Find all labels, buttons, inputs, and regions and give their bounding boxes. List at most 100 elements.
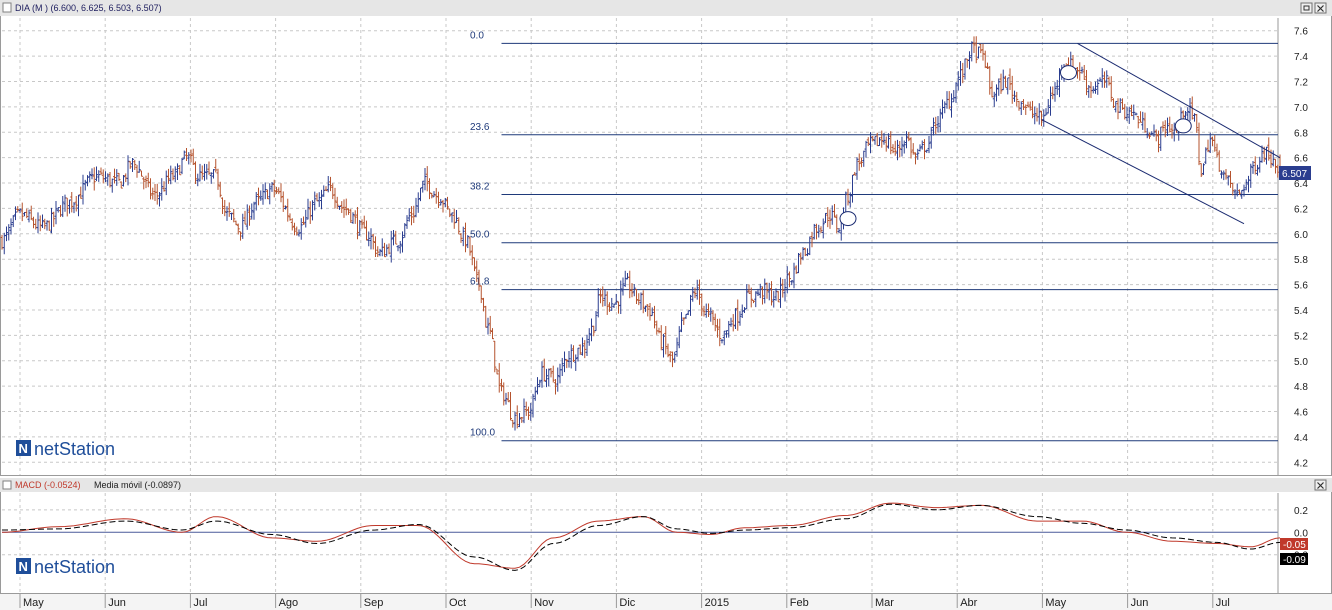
ohlc-bar (119, 181, 123, 189)
ohlc-bar (493, 340, 497, 373)
price-y-tick: 7.2 (1294, 77, 1308, 88)
month-label: Oct (449, 597, 466, 609)
ohlc-bar (97, 170, 101, 182)
ohlc-bar (988, 66, 992, 95)
ohlc-bar (900, 136, 904, 157)
ohlc-bar (677, 326, 681, 349)
ohlc-bar (536, 377, 539, 395)
ohlc-bar (1010, 75, 1014, 104)
ohlc-bar (810, 231, 814, 248)
ohlc-bar (257, 187, 260, 206)
ohlc-bar (821, 218, 825, 239)
ohlc-bar (621, 277, 625, 296)
ohlc-bar (1231, 182, 1235, 196)
ohlc-bar (266, 189, 269, 200)
price-panel-title: DIA (M ) (6.600, 6.625, 6.503, 6.507) (15, 3, 162, 13)
ohlc-bar (180, 157, 184, 175)
ohlc-bar (362, 215, 366, 229)
ohlc-bar (1157, 130, 1160, 153)
ohlc-bar (140, 170, 143, 177)
ohlc-bar (214, 158, 218, 173)
ohlc-bar (639, 292, 643, 310)
ohlc-bar (1112, 98, 1115, 108)
ohlc-bar (990, 80, 994, 98)
ohlc-bar (1085, 69, 1088, 96)
ohlc-bar (1127, 106, 1131, 124)
ohlc-bar (882, 133, 886, 145)
marker-ellipse (839, 211, 857, 227)
ohlc-bar (749, 287, 753, 308)
restore-icon[interactable] (1300, 2, 1313, 14)
ohlc-bar (473, 257, 476, 272)
ohlc-bar (927, 136, 931, 154)
ohlc-bar (83, 179, 87, 191)
ohlc-bar (1260, 145, 1264, 163)
macd-panel-title: MACD (-0.0524) (15, 480, 81, 490)
price-y-tick: 6.4 (1294, 179, 1308, 190)
macd-menu-icon[interactable] (2, 480, 12, 490)
ohlc-bar (72, 202, 76, 214)
ohlc-bar (68, 199, 71, 214)
ohlc-bar (133, 159, 137, 170)
ohlc-bar (542, 358, 546, 382)
ohlc-bar (52, 211, 56, 227)
ohlc-bar (871, 136, 875, 142)
ohlc-bar (452, 208, 456, 229)
ohlc-bar (369, 228, 373, 250)
ohlc-bar (430, 192, 434, 199)
ohlc-bar (1238, 189, 1241, 195)
ohlc-bar (961, 62, 965, 84)
ohlc-bar (1150, 131, 1154, 136)
ohlc-bar (374, 236, 377, 258)
panel-menu-icon[interactable] (2, 2, 12, 13)
ohlc-bar (290, 218, 294, 231)
ohlc-bar (560, 357, 564, 377)
ohlc-bar (529, 402, 533, 421)
ohlc-bar (563, 351, 566, 373)
ohlc-bar (389, 230, 393, 263)
ohlc-bar (691, 286, 695, 302)
ohlc-bar (495, 368, 499, 375)
ohlc-bar (986, 62, 989, 69)
ohlc-bar (767, 282, 771, 301)
close-icon[interactable] (1314, 2, 1327, 14)
ohlc-bar (252, 201, 256, 220)
ohlc-bar (90, 168, 94, 180)
ohlc-bar (659, 325, 663, 351)
month-label: Jul (1216, 597, 1230, 609)
ohlc-bar (572, 345, 575, 363)
month-label: Jun (1131, 597, 1149, 609)
ohlc-bar (878, 137, 881, 147)
price-y-tick: 4.2 (1294, 458, 1308, 469)
ohlc-bar (893, 140, 897, 156)
ohlc-bar (925, 149, 929, 153)
ohlc-bar (475, 260, 479, 282)
ohlc-bar (889, 131, 893, 155)
ohlc-bar (344, 198, 348, 216)
ohlc-bar (513, 411, 517, 431)
ohlc-bar (515, 405, 519, 429)
ohlc-bar (313, 191, 317, 211)
ohlc-bar (1125, 106, 1129, 122)
price-y-tick: 5.0 (1294, 357, 1308, 368)
ohlc-bar (479, 285, 483, 304)
ohlc-bar (666, 343, 670, 358)
ohlc-bar (684, 313, 688, 319)
macd-close-icon[interactable] (1314, 479, 1327, 491)
ohlc-bar (1033, 106, 1037, 125)
ohlc-bar (650, 307, 654, 317)
ohlc-bar (383, 242, 386, 258)
ohlc-bar (718, 318, 722, 347)
ohlc-bar (614, 293, 618, 305)
ohlc-bar (95, 166, 98, 182)
ohlc-bar (504, 392, 508, 405)
ohlc-bar (853, 171, 857, 176)
ohlc-bar (632, 284, 636, 297)
month-label: Jun (108, 597, 126, 609)
ohlc-bar (455, 210, 458, 223)
ohlc-bar (293, 222, 296, 236)
ohlc-bar (311, 200, 314, 221)
ohlc-bar (61, 196, 65, 218)
ohlc-bar (758, 283, 762, 299)
